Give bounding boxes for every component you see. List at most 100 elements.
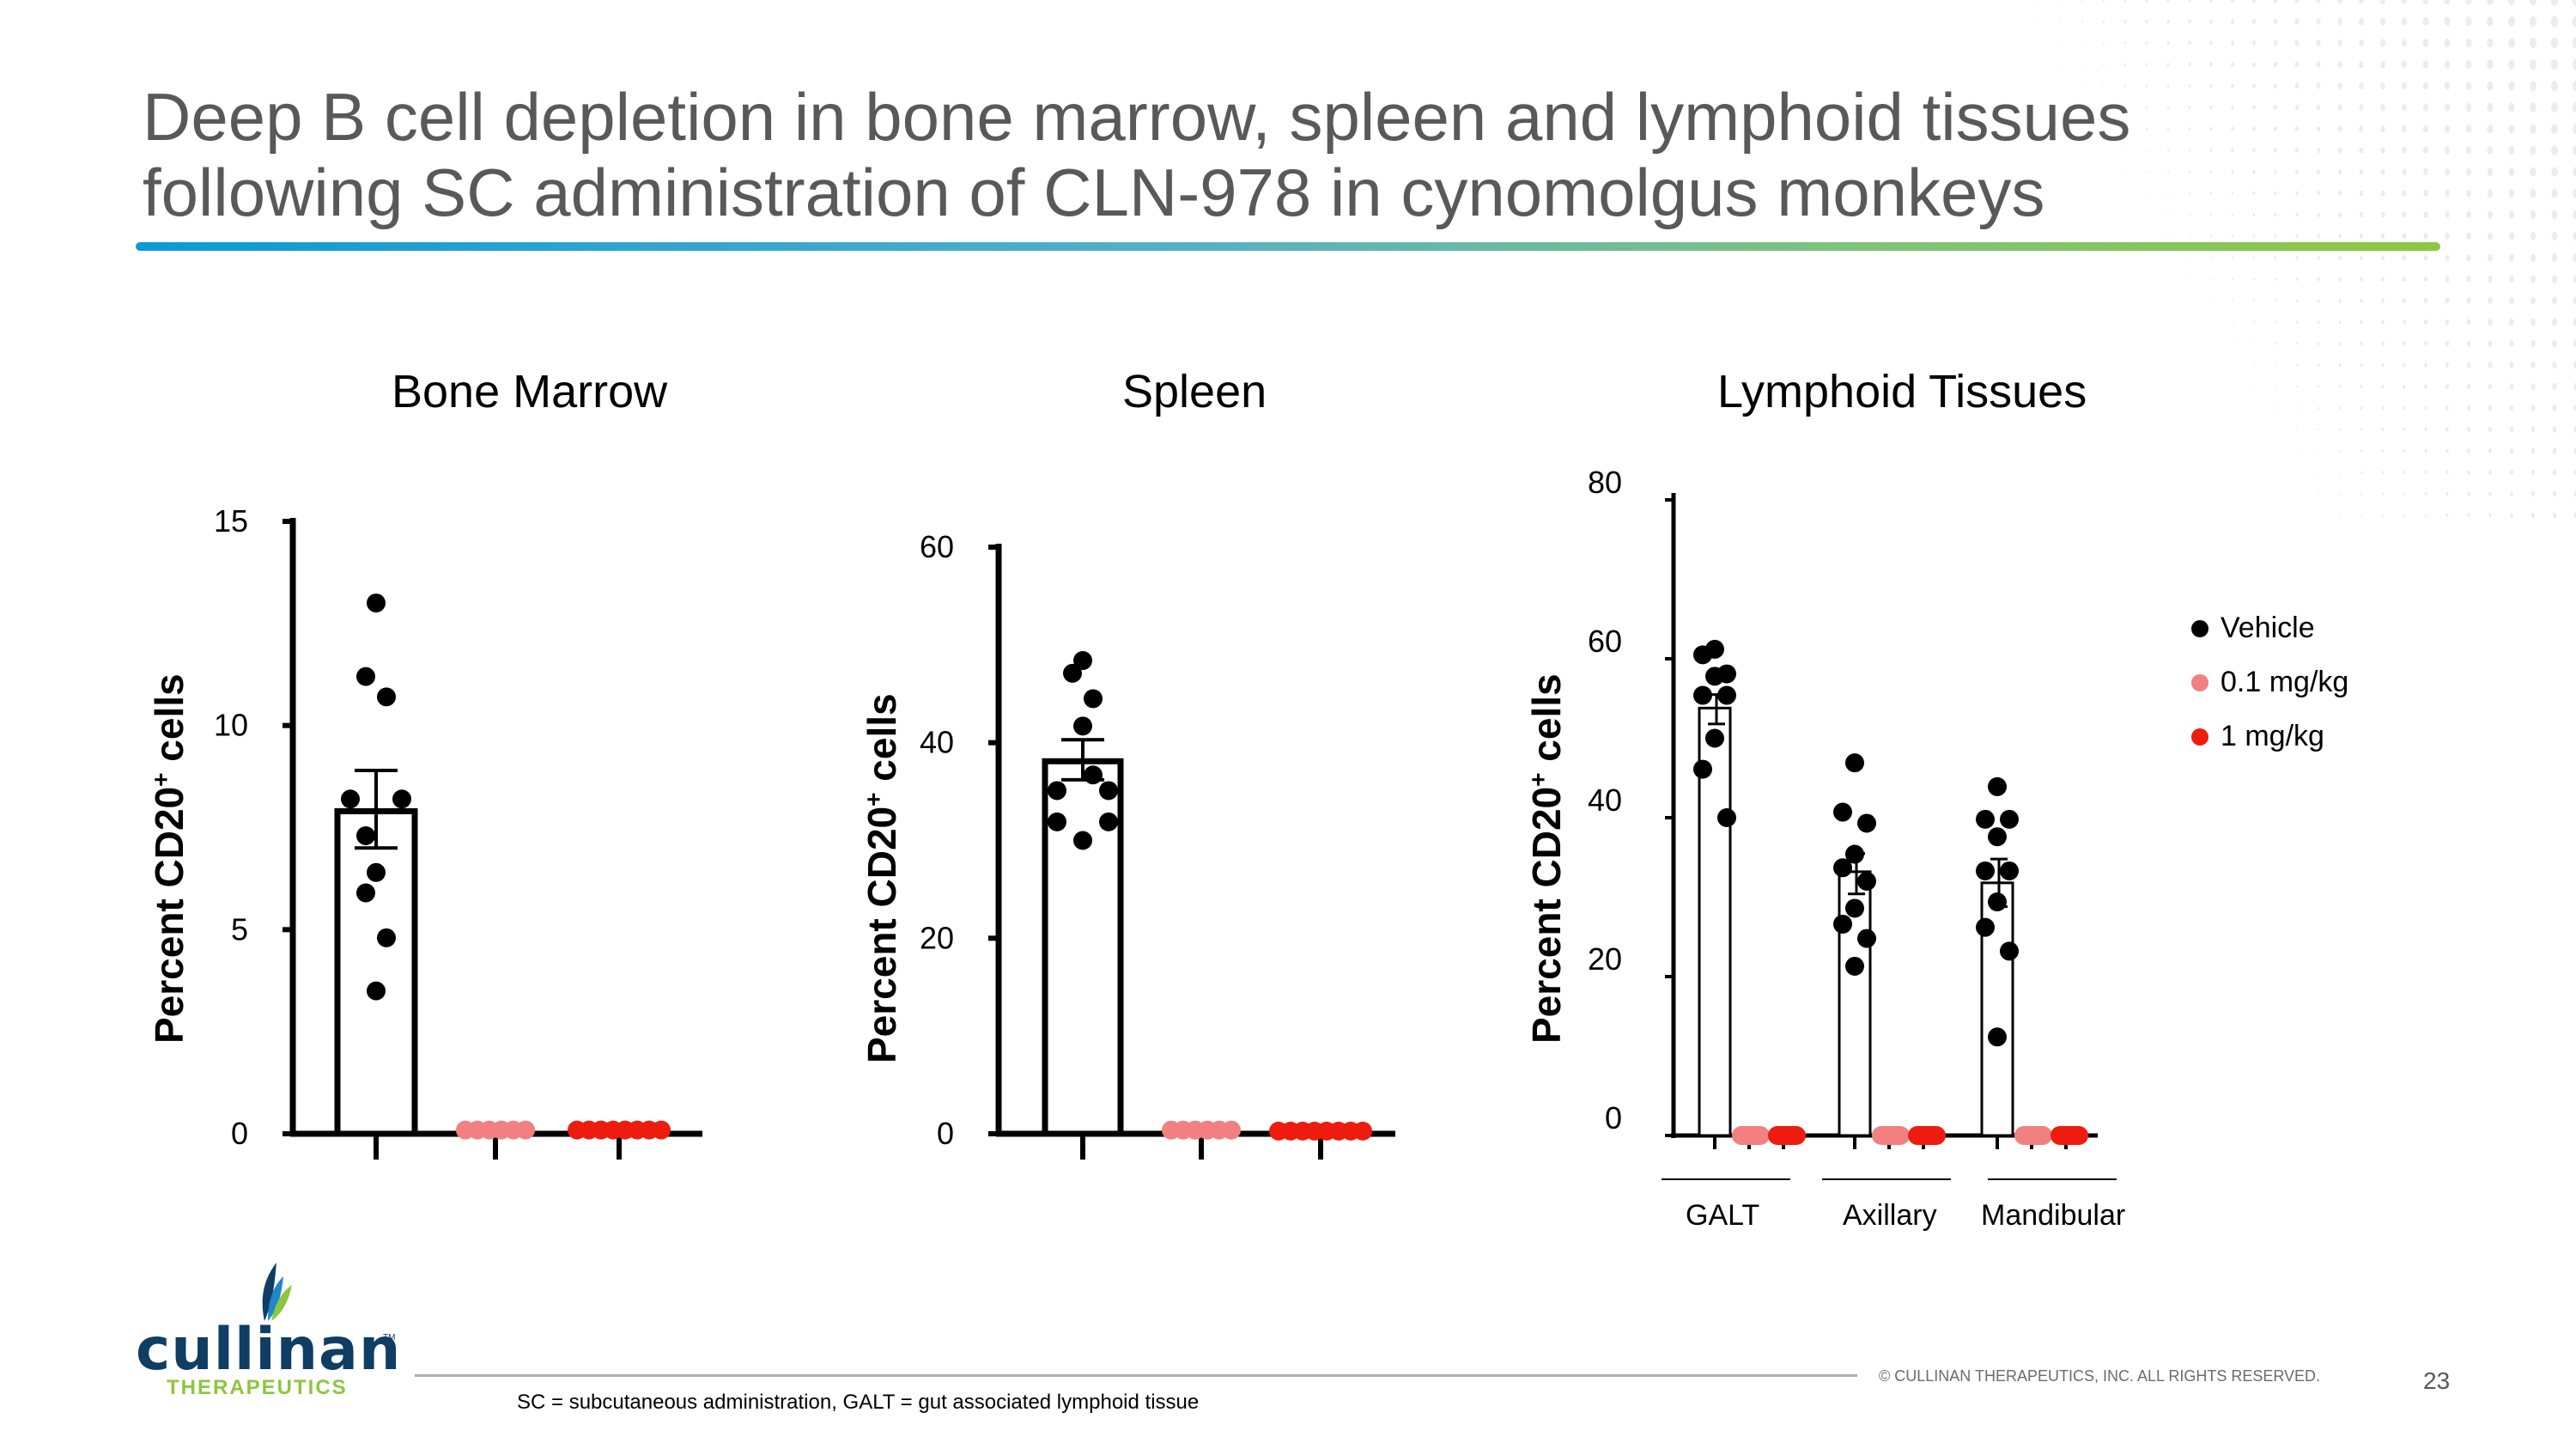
pattern-dot xyxy=(2166,40,2170,46)
pattern-dot xyxy=(2508,59,2515,70)
group-rule-mandibular xyxy=(1988,1178,2117,1180)
pattern-dot xyxy=(2423,103,2428,112)
pattern-dot xyxy=(2573,210,2576,220)
data-point-vehicle xyxy=(1099,781,1118,801)
pattern-dot xyxy=(2317,234,2320,239)
bar-vehicle xyxy=(334,807,418,1137)
pattern-dot xyxy=(2274,234,2277,239)
pattern-dot xyxy=(2231,234,2234,238)
pattern-dot xyxy=(2251,40,2257,46)
data-point-vehicle xyxy=(1693,645,1712,665)
pattern-dot xyxy=(2573,253,2576,263)
pattern-dot xyxy=(2060,64,2062,65)
pattern-dot xyxy=(2530,512,2536,519)
pattern-dot xyxy=(2273,82,2278,89)
pattern-dot xyxy=(2379,17,2386,26)
pattern-dot xyxy=(2167,213,2169,216)
pattern-dot xyxy=(2166,19,2170,24)
pattern-dot xyxy=(2403,492,2406,496)
legend-dot-icon xyxy=(2191,619,2208,637)
pattern-dot xyxy=(2188,19,2191,24)
pattern-dot xyxy=(2231,213,2234,216)
pattern-dot xyxy=(2382,514,2384,517)
pattern-dot xyxy=(2466,319,2471,326)
pattern-dot xyxy=(2253,363,2255,367)
data-point-vehicle xyxy=(2000,809,2019,829)
pattern-dot xyxy=(2359,0,2364,4)
pattern-dot xyxy=(2339,471,2341,474)
data-point-vehicle xyxy=(1705,667,1724,686)
pattern-dot xyxy=(2380,190,2385,197)
pattern-dot xyxy=(2273,40,2278,46)
pattern-dot xyxy=(2294,104,2300,111)
pattern-dot xyxy=(2573,447,2576,454)
pattern-dot xyxy=(2359,17,2364,26)
data-point-1-mgkg xyxy=(652,1120,671,1140)
pattern-dot xyxy=(2381,405,2385,411)
pattern-dot xyxy=(2572,101,2576,113)
pattern-dot xyxy=(2445,491,2449,496)
pattern-dot xyxy=(2274,320,2277,324)
pattern-dot xyxy=(2231,83,2234,88)
pattern-dot xyxy=(2529,0,2537,6)
pattern-dot xyxy=(2123,63,2127,66)
pattern-dot xyxy=(2488,232,2493,240)
pattern-dot xyxy=(2552,447,2557,454)
pattern-dot xyxy=(2380,39,2385,47)
pattern-dot xyxy=(2317,363,2320,367)
pattern-dot xyxy=(2038,21,2040,22)
data-point-vehicle xyxy=(1063,663,1082,683)
pattern-dot xyxy=(2487,167,2494,176)
pattern-dot xyxy=(2445,210,2450,219)
pattern-dot xyxy=(2252,212,2256,217)
data-point-vehicle xyxy=(367,594,386,613)
pattern-dot xyxy=(2145,63,2148,66)
pattern-dot xyxy=(2360,492,2362,496)
pattern-dot xyxy=(2423,276,2428,283)
pattern-dot xyxy=(2253,320,2255,324)
pattern-dot xyxy=(2402,125,2407,133)
pattern-dot xyxy=(2423,211,2428,218)
pattern-dot xyxy=(2488,470,2492,475)
pattern-dot xyxy=(2444,16,2451,27)
pattern-dot xyxy=(2530,339,2536,348)
pattern-dot xyxy=(2445,448,2449,454)
pattern-dot xyxy=(2403,471,2406,474)
pattern-dot xyxy=(2381,427,2385,432)
pattern-dot xyxy=(2360,341,2363,346)
pattern-dot xyxy=(2210,299,2212,302)
pattern-dot xyxy=(2337,190,2342,197)
pattern-dot xyxy=(2444,0,2451,5)
pattern-dot xyxy=(2552,405,2557,411)
pattern-dot xyxy=(2422,60,2429,69)
pattern-dot xyxy=(2317,342,2320,345)
pattern-dot xyxy=(2317,169,2320,174)
pattern-dot xyxy=(2166,106,2170,109)
pattern-dot xyxy=(2510,491,2513,496)
pattern-dot xyxy=(2445,405,2449,411)
pattern-dot xyxy=(2573,318,2576,326)
pattern-dot xyxy=(2466,210,2471,219)
pattern-dot xyxy=(2445,146,2450,155)
data-point-vehicle xyxy=(1988,827,2007,847)
pattern-dot xyxy=(2316,61,2321,68)
pattern-dot xyxy=(2167,235,2169,237)
pattern-dot xyxy=(2380,125,2385,132)
data-point-vehicle xyxy=(1073,651,1092,671)
pattern-dot xyxy=(2465,0,2472,5)
pattern-dot xyxy=(2102,20,2105,23)
pattern-dot xyxy=(2509,405,2514,411)
pattern-dot xyxy=(2360,298,2363,303)
pattern-dot xyxy=(2487,16,2494,27)
data-point-vehicle xyxy=(377,687,396,707)
legend-label: 0.1 mg/kg xyxy=(2221,666,2349,698)
pattern-dot xyxy=(2081,0,2084,2)
data-point-vehicle xyxy=(1845,844,1864,864)
pattern-dot xyxy=(2230,0,2235,3)
pattern-dot xyxy=(2273,61,2278,68)
legend-label: Vehicle xyxy=(2221,612,2315,644)
legend: Vehicle 0.1 mg/kg 1 mg/kg xyxy=(2191,601,2348,764)
pattern-dot xyxy=(2508,124,2515,134)
pattern-dot xyxy=(2422,82,2429,90)
pattern-dot xyxy=(2359,168,2364,175)
